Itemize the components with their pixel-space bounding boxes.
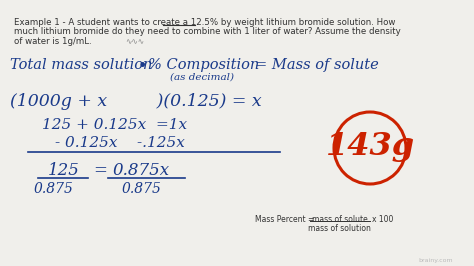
Text: % Composition: % Composition — [148, 58, 259, 72]
Text: brainy.com: brainy.com — [418, 258, 453, 263]
Text: ∿∿∿: ∿∿∿ — [125, 37, 144, 46]
Text: 0.875x: 0.875x — [112, 162, 169, 179]
Text: mass of solution: mass of solution — [308, 224, 371, 233]
Text: 143g: 143g — [326, 131, 415, 161]
Text: much lithium bromide do they need to combine with 1 liter of water? Assume the d: much lithium bromide do they need to com… — [14, 27, 401, 36]
Text: x 100: x 100 — [372, 215, 393, 224]
Text: (1000g + x         )(0.125) = x: (1000g + x )(0.125) = x — [10, 93, 262, 110]
Text: Total mass solution: Total mass solution — [10, 58, 152, 72]
Text: of water is 1g/mL.: of water is 1g/mL. — [14, 37, 91, 46]
Text: •: • — [138, 58, 147, 75]
Text: = Mass of solute: = Mass of solute — [255, 58, 379, 72]
Text: mass of solute: mass of solute — [312, 215, 368, 224]
Text: 0.875: 0.875 — [34, 182, 74, 196]
Text: Example 1 - A student wants to create a 12.5% by weight lithium bromide solution: Example 1 - A student wants to create a … — [14, 18, 395, 27]
Text: - 0.125x    -.125x: - 0.125x -.125x — [55, 136, 185, 150]
Text: =: = — [93, 162, 107, 179]
Text: 125 + 0.125x  =1x: 125 + 0.125x =1x — [42, 118, 187, 132]
Text: 125: 125 — [48, 162, 80, 179]
Text: (as decimal): (as decimal) — [170, 73, 234, 82]
Text: 0.875: 0.875 — [122, 182, 162, 196]
Text: Mass Percent =: Mass Percent = — [255, 215, 314, 224]
